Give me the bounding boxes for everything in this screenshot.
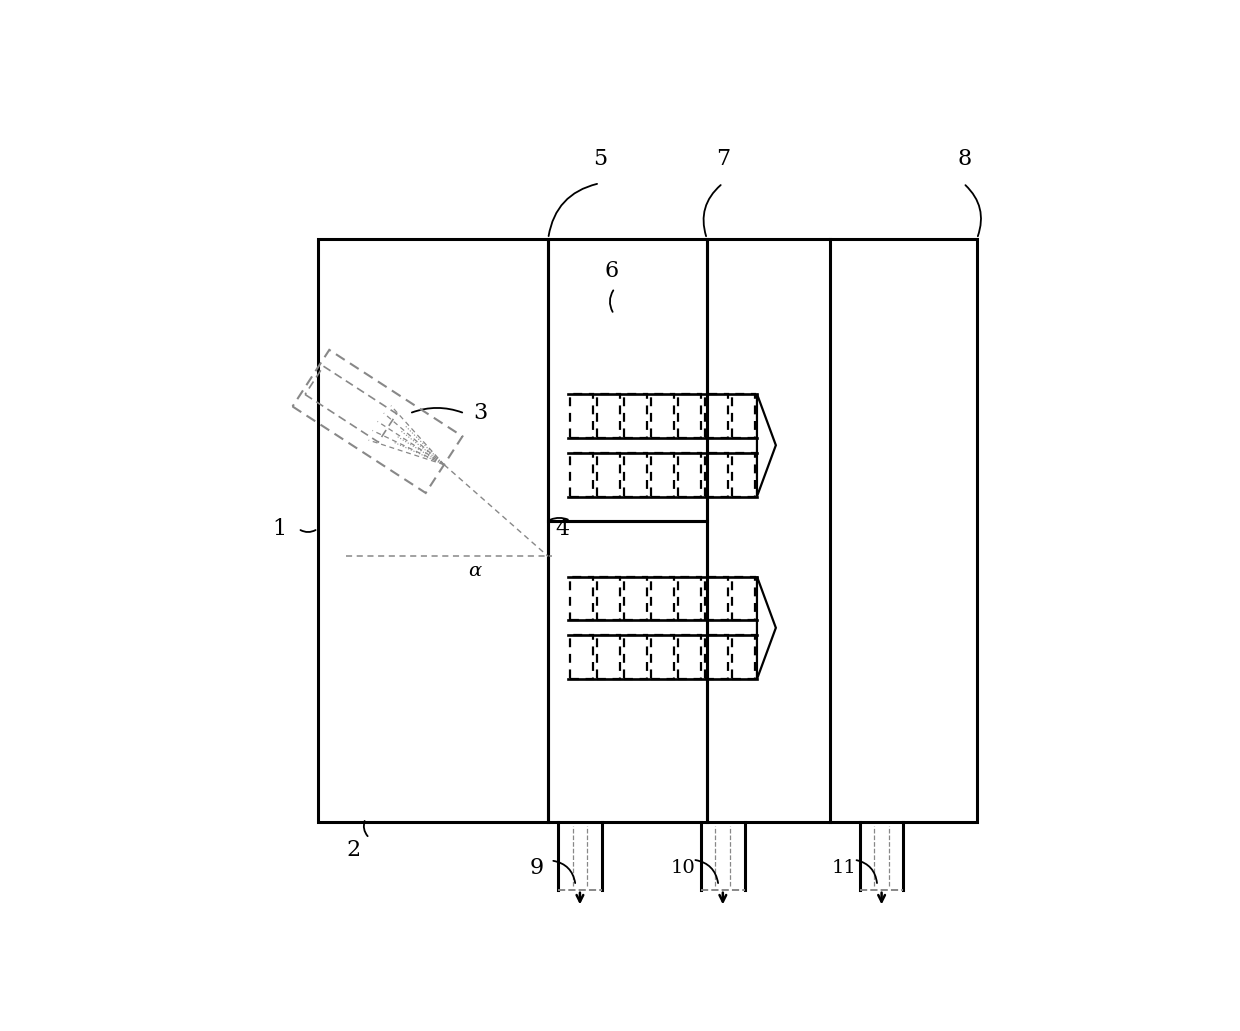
Bar — [548, 239, 707, 521]
Bar — [678, 576, 701, 621]
Text: 1: 1 — [273, 518, 286, 539]
Text: 2: 2 — [347, 839, 361, 861]
Bar — [596, 453, 620, 497]
Bar — [678, 635, 701, 679]
Bar — [651, 635, 675, 679]
Bar — [706, 394, 728, 437]
Bar — [651, 394, 675, 437]
Text: α: α — [469, 562, 481, 579]
Bar — [293, 350, 463, 493]
Bar — [706, 635, 728, 679]
Bar — [707, 239, 977, 823]
Text: 4: 4 — [556, 518, 569, 539]
Bar — [651, 576, 675, 621]
Text: 5: 5 — [593, 148, 606, 170]
Text: 3: 3 — [474, 402, 487, 425]
Bar — [596, 394, 620, 437]
Bar — [624, 635, 647, 679]
Bar — [624, 394, 647, 437]
Bar — [570, 453, 593, 497]
Bar — [706, 576, 728, 621]
Text: 9: 9 — [529, 858, 543, 879]
Bar — [732, 635, 755, 679]
Bar — [624, 576, 647, 621]
Bar — [732, 394, 755, 437]
Bar — [570, 394, 593, 437]
Bar — [317, 239, 548, 823]
Bar — [570, 576, 593, 621]
Bar — [706, 453, 728, 497]
Bar — [624, 453, 647, 497]
Bar — [732, 453, 755, 497]
Text: 6: 6 — [605, 260, 619, 281]
Text: 10: 10 — [671, 860, 696, 877]
Bar — [596, 635, 620, 679]
Bar — [678, 394, 701, 437]
Bar — [596, 576, 620, 621]
Bar — [305, 366, 397, 442]
Bar — [678, 453, 701, 497]
Text: 11: 11 — [832, 860, 857, 877]
Bar — [732, 576, 755, 621]
Text: 7: 7 — [715, 148, 730, 170]
Bar — [651, 453, 675, 497]
Bar — [548, 521, 707, 823]
Text: 8: 8 — [957, 148, 972, 170]
Bar — [570, 635, 593, 679]
